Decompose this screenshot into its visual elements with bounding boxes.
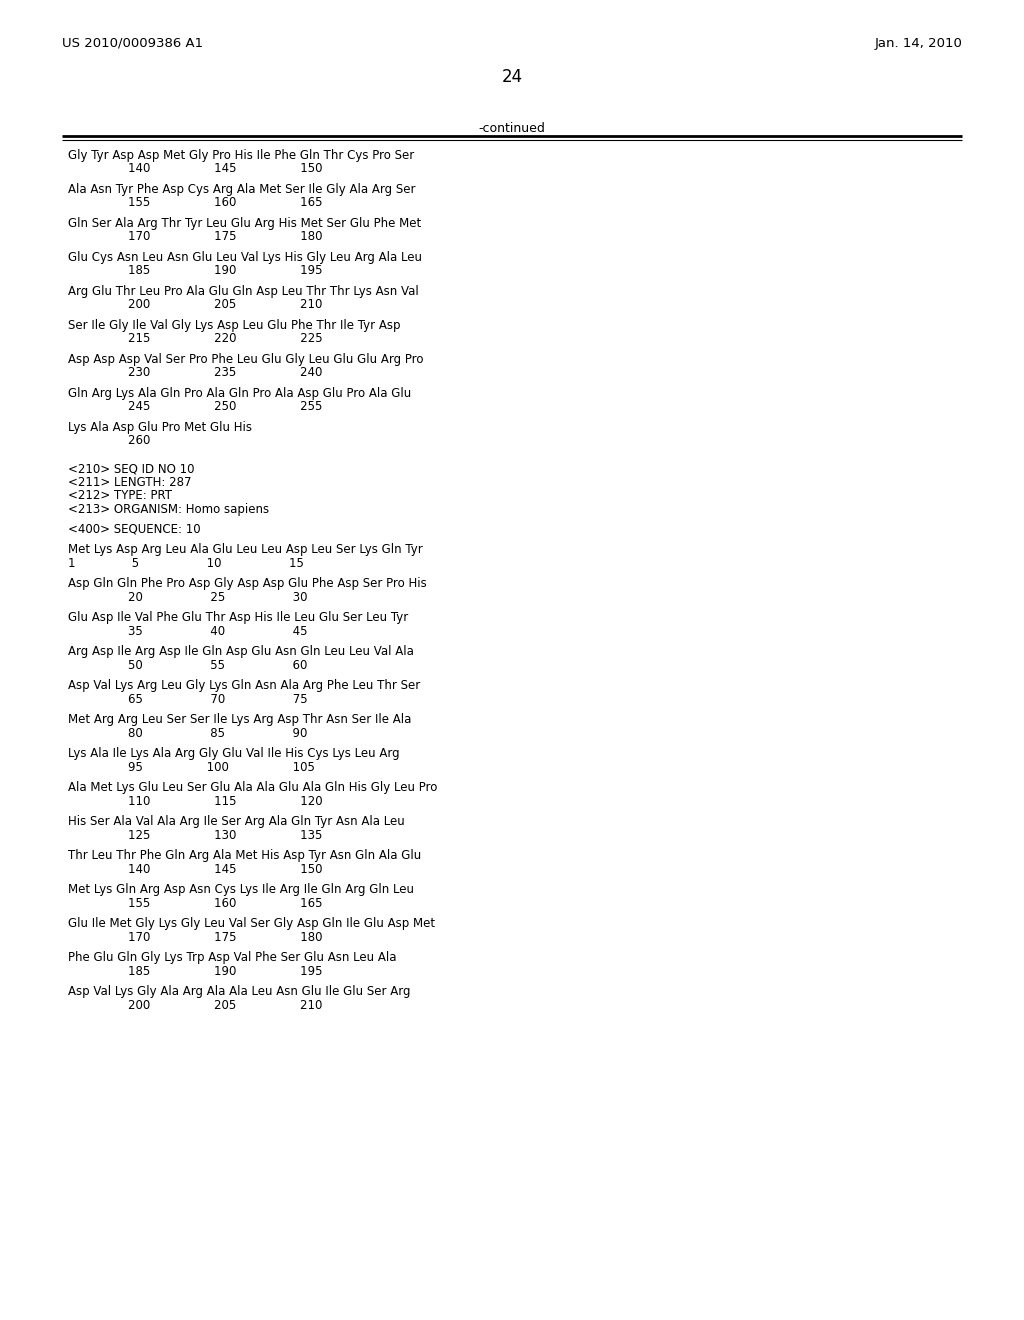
Text: Met Lys Gln Arg Asp Asn Cys Lys Ile Arg Ile Gln Arg Gln Leu: Met Lys Gln Arg Asp Asn Cys Lys Ile Arg …	[68, 883, 414, 896]
Text: 245                 250                 255: 245 250 255	[68, 400, 323, 413]
Text: 155                 160                 165: 155 160 165	[68, 898, 323, 909]
Text: 200                 205                 210: 200 205 210	[68, 298, 323, 312]
Text: Thr Leu Thr Phe Gln Arg Ala Met His Asp Tyr Asn Gln Ala Glu: Thr Leu Thr Phe Gln Arg Ala Met His Asp …	[68, 850, 421, 862]
Text: 140                 145                 150: 140 145 150	[68, 863, 323, 876]
Text: Gln Arg Lys Ala Gln Pro Ala Gln Pro Ala Asp Glu Pro Ala Glu: Gln Arg Lys Ala Gln Pro Ala Gln Pro Ala …	[68, 387, 412, 400]
Text: Ala Met Lys Glu Leu Ser Glu Ala Ala Glu Ala Gln His Gly Leu Pro: Ala Met Lys Glu Leu Ser Glu Ala Ala Glu …	[68, 781, 437, 795]
Text: Gln Ser Ala Arg Thr Tyr Leu Glu Arg His Met Ser Glu Phe Met: Gln Ser Ala Arg Thr Tyr Leu Glu Arg His …	[68, 216, 421, 230]
Text: 35                  40                  45: 35 40 45	[68, 624, 307, 638]
Text: 125                 130                 135: 125 130 135	[68, 829, 323, 842]
Text: Asp Val Lys Arg Leu Gly Lys Gln Asn Ala Arg Phe Leu Thr Ser: Asp Val Lys Arg Leu Gly Lys Gln Asn Ala …	[68, 680, 420, 693]
Text: -continued: -continued	[478, 121, 546, 135]
Text: <213> ORGANISM: Homo sapiens: <213> ORGANISM: Homo sapiens	[68, 503, 269, 516]
Text: 200                 205                 210: 200 205 210	[68, 999, 323, 1012]
Text: 80                  85                  90: 80 85 90	[68, 727, 307, 741]
Text: Arg Asp Ile Arg Asp Ile Gln Asp Glu Asn Gln Leu Leu Val Ala: Arg Asp Ile Arg Asp Ile Gln Asp Glu Asn …	[68, 645, 414, 659]
Text: 20                  25                  30: 20 25 30	[68, 591, 307, 605]
Text: <210> SEQ ID NO 10: <210> SEQ ID NO 10	[68, 462, 195, 475]
Text: Asp Gln Gln Phe Pro Asp Gly Asp Asp Glu Phe Asp Ser Pro His: Asp Gln Gln Phe Pro Asp Gly Asp Asp Glu …	[68, 578, 427, 590]
Text: 65                  70                  75: 65 70 75	[68, 693, 307, 706]
Text: Ala Asn Tyr Phe Asp Cys Arg Ala Met Ser Ile Gly Ala Arg Ser: Ala Asn Tyr Phe Asp Cys Arg Ala Met Ser …	[68, 183, 416, 195]
Text: 260: 260	[68, 434, 151, 447]
Text: Lys Ala Asp Glu Pro Met Glu His: Lys Ala Asp Glu Pro Met Glu His	[68, 421, 252, 434]
Text: Glu Asp Ile Val Phe Glu Thr Asp His Ile Leu Glu Ser Leu Tyr: Glu Asp Ile Val Phe Glu Thr Asp His Ile …	[68, 611, 409, 624]
Text: His Ser Ala Val Ala Arg Ile Ser Arg Ala Gln Tyr Asn Ala Leu: His Ser Ala Val Ala Arg Ile Ser Arg Ala …	[68, 816, 404, 829]
Text: 140                 145                 150: 140 145 150	[68, 162, 323, 176]
Text: Ser Ile Gly Ile Val Gly Lys Asp Leu Glu Phe Thr Ile Tyr Asp: Ser Ile Gly Ile Val Gly Lys Asp Leu Glu …	[68, 319, 400, 333]
Text: Met Lys Asp Arg Leu Ala Glu Leu Leu Asp Leu Ser Lys Gln Tyr: Met Lys Asp Arg Leu Ala Glu Leu Leu Asp …	[68, 544, 423, 557]
Text: Arg Glu Thr Leu Pro Ala Glu Gln Asp Leu Thr Thr Lys Asn Val: Arg Glu Thr Leu Pro Ala Glu Gln Asp Leu …	[68, 285, 419, 298]
Text: 95                 100                 105: 95 100 105	[68, 762, 314, 774]
Text: <400> SEQUENCE: 10: <400> SEQUENCE: 10	[68, 523, 201, 536]
Text: <211> LENGTH: 287: <211> LENGTH: 287	[68, 475, 191, 488]
Text: Met Arg Arg Leu Ser Ser Ile Lys Arg Asp Thr Asn Ser Ile Ala: Met Arg Arg Leu Ser Ser Ile Lys Arg Asp …	[68, 714, 412, 726]
Text: 155                 160                 165: 155 160 165	[68, 197, 323, 210]
Text: Glu Ile Met Gly Lys Gly Leu Val Ser Gly Asp Gln Ile Glu Asp Met: Glu Ile Met Gly Lys Gly Leu Val Ser Gly …	[68, 917, 435, 931]
Text: Gly Tyr Asp Asp Met Gly Pro His Ile Phe Gln Thr Cys Pro Ser: Gly Tyr Asp Asp Met Gly Pro His Ile Phe …	[68, 149, 415, 162]
Text: Glu Cys Asn Leu Asn Glu Leu Val Lys His Gly Leu Arg Ala Leu: Glu Cys Asn Leu Asn Glu Leu Val Lys His …	[68, 251, 422, 264]
Text: Jan. 14, 2010: Jan. 14, 2010	[874, 37, 962, 50]
Text: Asp Val Lys Gly Ala Arg Ala Ala Leu Asn Glu Ile Glu Ser Arg: Asp Val Lys Gly Ala Arg Ala Ala Leu Asn …	[68, 986, 411, 998]
Text: 1               5                  10                  15: 1 5 10 15	[68, 557, 304, 570]
Text: 185                 190                 195: 185 190 195	[68, 965, 323, 978]
Text: 185                 190                 195: 185 190 195	[68, 264, 323, 277]
Text: 24: 24	[502, 69, 522, 86]
Text: Asp Asp Asp Val Ser Pro Phe Leu Glu Gly Leu Glu Glu Arg Pro: Asp Asp Asp Val Ser Pro Phe Leu Glu Gly …	[68, 352, 424, 366]
Text: 110                 115                 120: 110 115 120	[68, 795, 323, 808]
Text: 50                  55                  60: 50 55 60	[68, 659, 307, 672]
Text: 230                 235                 240: 230 235 240	[68, 367, 323, 380]
Text: <212> TYPE: PRT: <212> TYPE: PRT	[68, 488, 172, 502]
Text: 170                 175                 180: 170 175 180	[68, 931, 323, 944]
Text: Phe Glu Gln Gly Lys Trp Asp Val Phe Ser Glu Asn Leu Ala: Phe Glu Gln Gly Lys Trp Asp Val Phe Ser …	[68, 952, 396, 965]
Text: Lys Ala Ile Lys Ala Arg Gly Glu Val Ile His Cys Lys Leu Arg: Lys Ala Ile Lys Ala Arg Gly Glu Val Ile …	[68, 747, 399, 760]
Text: 170                 175                 180: 170 175 180	[68, 231, 323, 243]
Text: US 2010/0009386 A1: US 2010/0009386 A1	[62, 37, 203, 50]
Text: 215                 220                 225: 215 220 225	[68, 333, 323, 346]
